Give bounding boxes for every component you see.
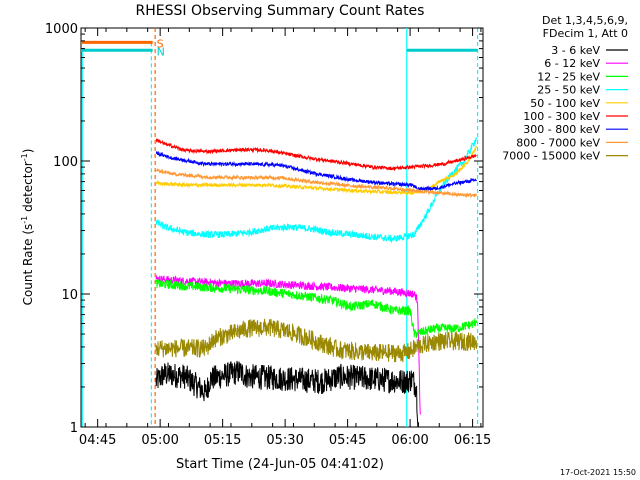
legend-entry-label: 25 - 50 keV [537, 84, 600, 97]
y-axis-label-part: Count Rate (s [21, 224, 35, 306]
series-line [155, 137, 478, 244]
x-tick-label: 06:00 [391, 433, 428, 448]
x-tick-label: 05:45 [329, 433, 366, 448]
legend-entry-label: 800 - 7000 keV [516, 136, 600, 149]
y-tick-label: 100 [53, 155, 78, 170]
legend-header-line: FDecim 1, Att 0 [543, 27, 628, 40]
y-axis-label-part: detector [21, 161, 35, 216]
y-tick-label: 10 [61, 288, 78, 303]
series-layer [155, 137, 478, 428]
flag-label: S [157, 37, 164, 50]
x-tick-label: 05:15 [204, 433, 241, 448]
plot-frame [80, 27, 484, 428]
series-line [155, 278, 478, 339]
series-line [155, 318, 478, 363]
series-line [155, 274, 421, 415]
legend-entry-label: 12 - 25 keV [537, 70, 600, 83]
x-axis-label: Start Time (24-Jun-05 04:41:02) [176, 457, 384, 472]
y-axis-label-sup: -1 [20, 216, 29, 224]
legend-entry-label: 6 - 12 keV [544, 57, 600, 70]
series-line [155, 167, 478, 199]
vertical-marker-lines [81, 28, 479, 427]
x-tick-label: 05:30 [266, 433, 303, 448]
y-axis-label: Count Rate (s-1 detector-1) [20, 149, 35, 306]
x-tick-label: 06:15 [454, 433, 491, 448]
y-tick-label: 1000 [45, 22, 78, 37]
legend-entry-label: 50 - 100 keV [530, 97, 600, 110]
legend: Det 1,3,4,5,6,9, FDecim 1, Att 0 3 - 6 k… [502, 14, 628, 163]
y-tick-label: 1 [70, 421, 78, 436]
series-line [155, 150, 477, 192]
legend-entry-label: 7000 - 15000 keV [502, 150, 600, 163]
legend-header-line: Det 1,3,4,5,6,9, [542, 14, 628, 27]
legend-entry-label: 100 - 300 keV [523, 110, 600, 123]
x-tick-label: 05:00 [141, 433, 178, 448]
y-axis-label-sup: -1 [20, 153, 29, 161]
chart-title: RHESSI Observing Summary Count Rates [136, 3, 425, 19]
legend-entry-label: 3 - 6 keV [551, 44, 600, 57]
legend-entry-label: 300 - 800 keV [523, 123, 600, 136]
series-line [155, 138, 477, 172]
timestamp: 17-Oct-2021 15:50 [560, 468, 636, 477]
series-line [155, 360, 419, 428]
x-axis: 04:45 05:00 05:15 05:30 05:45 06:00 06:15 [79, 28, 491, 448]
observing-flag-bars: SN [81, 37, 478, 58]
flag-label: N [157, 45, 165, 58]
y-axis-label-part: ) [21, 149, 35, 154]
series-line [155, 145, 478, 196]
y-axis: 1 10 100 1000 [45, 22, 483, 436]
x-tick-label: 04:45 [79, 433, 116, 448]
plot-area: SN [80, 27, 484, 428]
